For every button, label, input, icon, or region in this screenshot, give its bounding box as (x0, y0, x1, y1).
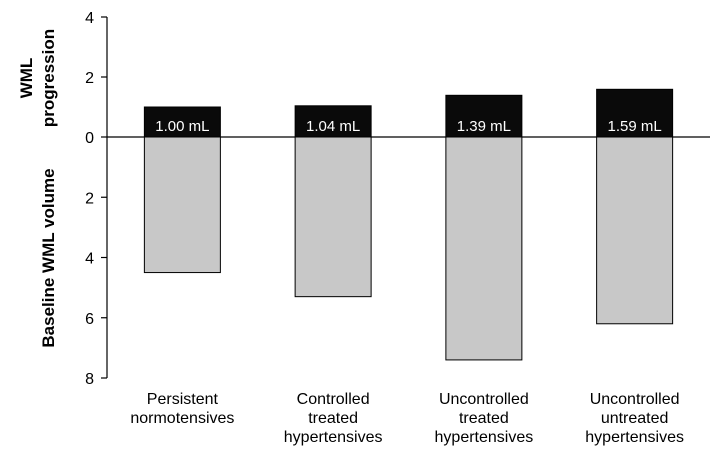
y-axis-labels: WML progression Baseline WML volume (17, 29, 58, 348)
progression-value-label: 1.04 mL (306, 118, 360, 135)
y-tick-label: 4 (85, 10, 94, 27)
category-labels: Persistent normotensives Controlled treated… (130, 391, 684, 446)
ylabel-upper-line1: WML (17, 58, 36, 99)
category-label: treated (459, 410, 509, 427)
y-tick-label: 2 (85, 190, 94, 207)
y-tick-label: 2 (85, 70, 94, 87)
category-label: hypertensives (585, 429, 684, 446)
category-label: Persistent (147, 391, 219, 408)
baseline-bar (294, 136, 372, 298)
category-label: Uncontrolled (590, 391, 680, 408)
category-label: Controlled (297, 391, 370, 408)
progression-bar (143, 106, 221, 138)
progression-value-label: 1.59 mL (608, 118, 662, 135)
ylabel-upper-line2: progression (39, 29, 58, 127)
progression-bar (294, 105, 372, 138)
category-label: normotensives (130, 410, 234, 427)
y-tick-label: 0 (85, 130, 94, 147)
progression-value-label: 1.00 mL (155, 118, 209, 135)
category-label: untreated (601, 410, 669, 427)
y-tick-label: 4 (85, 251, 94, 268)
category-label: treated (308, 410, 358, 427)
progression-value-label: 1.39 mL (457, 118, 511, 135)
y-tick-label: 6 (85, 311, 94, 328)
category-label: hypertensives (284, 429, 383, 446)
y-ticks: 4 2 0 2 4 6 8 (85, 10, 107, 388)
progression-bar (445, 94, 523, 138)
ylabel-lower: Baseline WML volume (39, 168, 58, 347)
baseline-bar (596, 136, 674, 325)
baseline-bar (445, 136, 523, 361)
bars: 1.00 mL 1.04 mL 1.39 mL 1.59 mL (143, 88, 674, 361)
category-label: Uncontrolled (439, 391, 529, 408)
progression-bar (596, 88, 674, 138)
y-tick-label: 8 (85, 371, 94, 388)
baseline-bar (143, 136, 221, 274)
category-label: hypertensives (435, 429, 534, 446)
